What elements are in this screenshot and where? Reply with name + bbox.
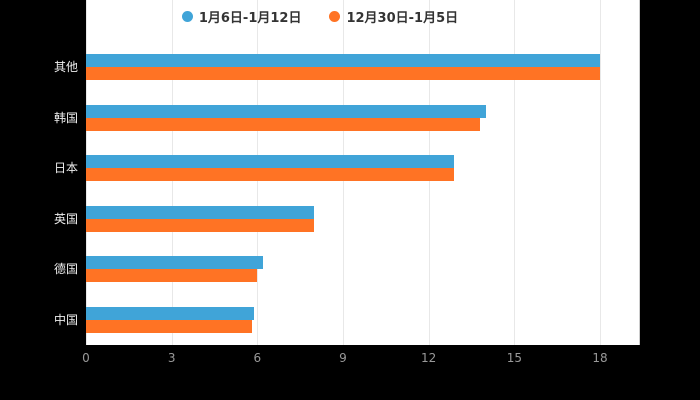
legend-item-1月6日-1月12日[interactable]: 1月6日-1月12日 [181, 7, 302, 26]
bar-1月6日-1月12日-其他[interactable] [86, 54, 600, 68]
gridline [514, 0, 516, 345]
x-tick-label-6: 6 [253, 351, 262, 365]
bar-12月30日-1月5日-德国[interactable] [86, 269, 258, 283]
x-tick-label-9: 9 [339, 351, 347, 365]
plot-area [86, 0, 640, 345]
legend-item-12月30日-1月5日[interactable]: 12月30日-1月5日 [329, 7, 458, 26]
x-tick-label-3: 3 [167, 351, 176, 365]
category-label-德国: 德国 [53, 262, 78, 277]
legend-dot-icon [181, 11, 193, 22]
category-label-韩国: 韩国 [53, 110, 78, 125]
bar-12月30日-1月5日-日本[interactable] [86, 168, 455, 182]
legend-label: 12月30日-1月5日 [346, 11, 459, 26]
bar-1月6日-1月12日-日本[interactable] [86, 155, 455, 169]
category-label-其他: 其他 [53, 60, 78, 75]
bar-12月30日-1月5日-中国[interactable] [86, 319, 252, 333]
bar-1月6日-1月12日-英国[interactable] [86, 205, 315, 219]
bar-12月30日-1月5日-英国[interactable] [86, 218, 315, 232]
x-tick-label-18: 18 [592, 351, 608, 365]
gridline-edge [639, 0, 640, 345]
bar-12月30日-1月5日-韩国[interactable] [86, 117, 481, 131]
bar-1月6日-1月12日-中国[interactable] [86, 306, 255, 320]
category-label-日本: 日本 [53, 161, 78, 176]
x-tick-label-15: 15 [506, 351, 522, 365]
chart-legend: 1月6日-1月12日 12月30日-1月5日 [0, 7, 640, 26]
category-label-英国: 英国 [53, 211, 78, 226]
category-label-中国: 中国 [53, 312, 78, 327]
x-tick-label-0: 0 [82, 351, 90, 365]
legend-dot-icon [329, 11, 341, 22]
bar-1月6日-1月12日-韩国[interactable] [86, 104, 486, 118]
bar-1月6日-1月12日-德国[interactable] [86, 256, 264, 270]
legend-label: 1月6日-1月12日 [198, 11, 302, 26]
bar-12月30日-1月5日-其他[interactable] [86, 67, 600, 81]
gridline [600, 0, 601, 345]
x-tick-label-12: 12 [421, 351, 437, 365]
